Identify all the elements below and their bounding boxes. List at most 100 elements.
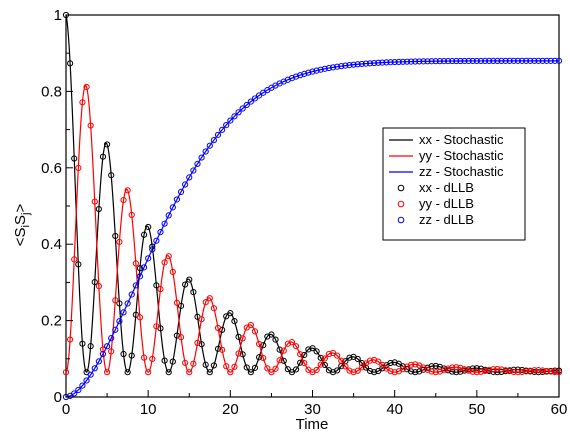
data-point-xx [140,231,148,238]
data-point-yy [531,367,538,374]
data-point-zz [416,58,423,65]
data-point-yy [461,366,468,373]
data-point-yy [555,369,563,376]
data-point-yy [247,321,254,329]
data-point-xx [494,369,501,376]
data-point-zz [116,318,123,325]
data-point-xx [243,364,250,371]
data-point-yy [103,369,111,376]
data-point-zz [177,188,185,195]
data-point-zz [387,59,394,66]
data-point-xx [280,357,287,364]
data-point-zz [190,167,197,174]
data-point-zz [292,73,300,80]
data-point-zz [128,291,135,298]
data-point-xx [260,342,267,349]
series-markers-zz [62,57,563,401]
legend-box [382,127,526,241]
data-point-yy [457,364,464,371]
data-point-zz [206,142,213,149]
data-point-yy [292,343,300,350]
data-point-zz [379,59,386,66]
legend-marker-zz [397,216,405,224]
y-label-part-3: > [12,204,29,213]
data-point-xx [214,345,222,352]
data-point-yy [362,360,370,367]
data-point-xx [79,340,86,347]
data-point-zz [219,126,226,133]
data-point-zz [132,282,139,289]
data-point-xx [288,369,296,376]
data-point-yy [342,363,349,370]
data-point-yy [161,259,168,266]
data-point-xx [161,357,168,364]
data-point-zz [547,57,554,64]
data-point-yy [153,323,160,330]
data-point-zz [169,204,176,211]
y-axis-label: <SiSj> [12,204,32,247]
data-point-zz [432,58,439,65]
data-point-xx [362,364,370,371]
legend-label: zz - Stochastic [419,164,504,179]
x-axis-label: Time [296,416,329,432]
data-point-zz [124,300,131,307]
data-point-xx [202,361,209,368]
data-point-yy [523,368,530,375]
data-point-zz [383,59,390,66]
y-tick-label: 0.6 [41,160,62,177]
data-point-zz [465,57,472,65]
data-point-zz [112,326,119,333]
data-point-yy [481,367,489,375]
series-group [62,11,563,401]
data-point-zz [420,58,427,65]
data-point-zz [395,58,402,66]
data-point-yy [317,361,324,368]
data-point-zz [313,67,320,74]
data-point-xx [153,282,160,289]
data-point-yy [379,361,386,368]
data-point-zz [498,57,505,64]
data-point-xx [67,60,74,67]
data-point-yy [453,364,460,371]
data-point-zz [301,70,308,77]
data-point-yy [391,369,398,376]
data-point-yy [366,357,374,364]
data-point-yy [527,367,534,374]
data-point-zz [527,57,534,64]
data-point-xx [247,369,254,376]
legend-label: xx - Stochastic [419,132,504,147]
data-point-zz [354,61,361,68]
data-point-yy [128,211,135,219]
legend-label: xx - dLLB [419,180,474,195]
data-point-yy [71,256,78,263]
data-point-zz [494,57,501,64]
legend-label: yy - Stochastic [419,148,504,163]
data-point-zz [334,63,341,70]
data-point-yy [477,368,485,375]
data-point-zz [555,57,563,64]
data-point-zz [338,63,345,70]
data-point-yy [490,366,497,373]
data-point-xx [169,358,176,365]
data-point-zz [375,59,382,66]
data-point-zz [523,57,530,64]
x-tick-label: 60 [551,401,568,418]
data-point-xx [408,368,415,375]
data-point-zz [75,386,82,394]
data-point-yy [190,360,197,367]
data-point-xx [321,361,328,369]
data-point-xx [190,289,197,296]
data-point-yy [375,358,382,365]
data-point-xx [354,355,361,363]
data-point-xx [173,332,181,339]
data-point-zz [490,57,497,64]
data-point-yy [177,334,185,341]
data-point-zz [535,57,542,64]
data-point-yy [358,364,365,371]
data-point-zz [346,62,353,69]
data-point-xx [371,369,378,376]
data-point-xx [124,369,131,376]
data-point-yy [206,295,213,302]
data-point-yy [112,297,119,304]
y-tick-label: 0.4 [41,236,62,253]
